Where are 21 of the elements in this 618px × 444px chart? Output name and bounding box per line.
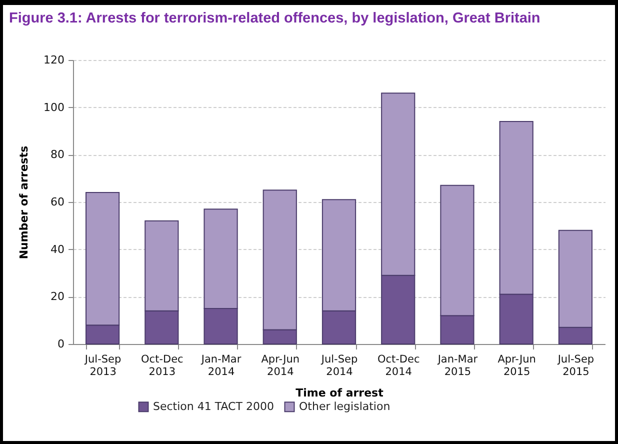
- y-tick-label: 120: [44, 54, 64, 66]
- y-tick-label: 0: [58, 338, 64, 350]
- x-tick-label: Oct-Dec 2013: [141, 354, 184, 378]
- y-tick-label: 80: [50, 148, 64, 162]
- y-tick-label: 20: [50, 290, 64, 304]
- x-tick-label: Apr-Jun 2014: [261, 354, 300, 378]
- x-axis-title: Time of arrest: [296, 386, 384, 400]
- x-tick-label: Oct-Dec 2014: [377, 354, 420, 378]
- legend-label: Section 41 TACT 2000: [153, 400, 274, 413]
- y-tick-label: 60: [50, 196, 64, 208]
- x-tick-label: Jan-Mar 2015: [436, 354, 478, 378]
- x-tick-label: Jan-Mar 2014: [200, 354, 242, 378]
- chart-title: Figure 3.1: Arrests for terrorism-related offences, by legislation, Great Britain: [9, 10, 540, 26]
- legend-label: Other legislation: [299, 400, 390, 413]
- y-axis-title: Number of arrests: [18, 145, 31, 260]
- y-tick-label: 40: [50, 242, 64, 256]
- x-tick-label: Jul-Sep 2015: [556, 354, 594, 378]
- x-tick-label: Jul-Sep 2014: [320, 354, 358, 378]
- x-tick-label: Apr-Jun 2015: [498, 354, 536, 378]
- y-tick-label: 100: [44, 100, 64, 114]
- x-tick-label: Jul-Sep 2013: [84, 354, 122, 378]
